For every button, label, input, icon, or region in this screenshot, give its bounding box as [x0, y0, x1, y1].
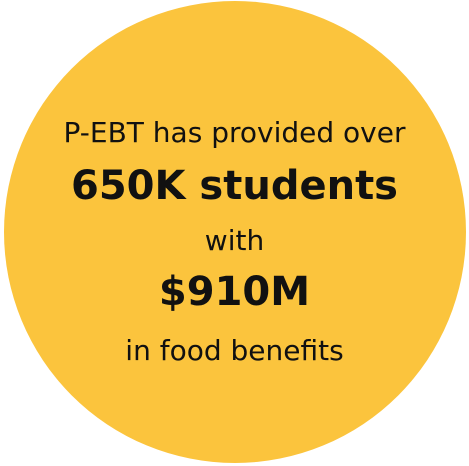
benefits-description-text: in food benefits	[125, 334, 344, 367]
connector-text: with	[204, 224, 265, 257]
yellow-circle-badge	[4, 1, 466, 463]
students-count-text: 650K students	[71, 163, 398, 209]
intro-text: P-EBT has provided over	[63, 116, 406, 149]
benefits-amount-text: $910M	[158, 269, 311, 315]
